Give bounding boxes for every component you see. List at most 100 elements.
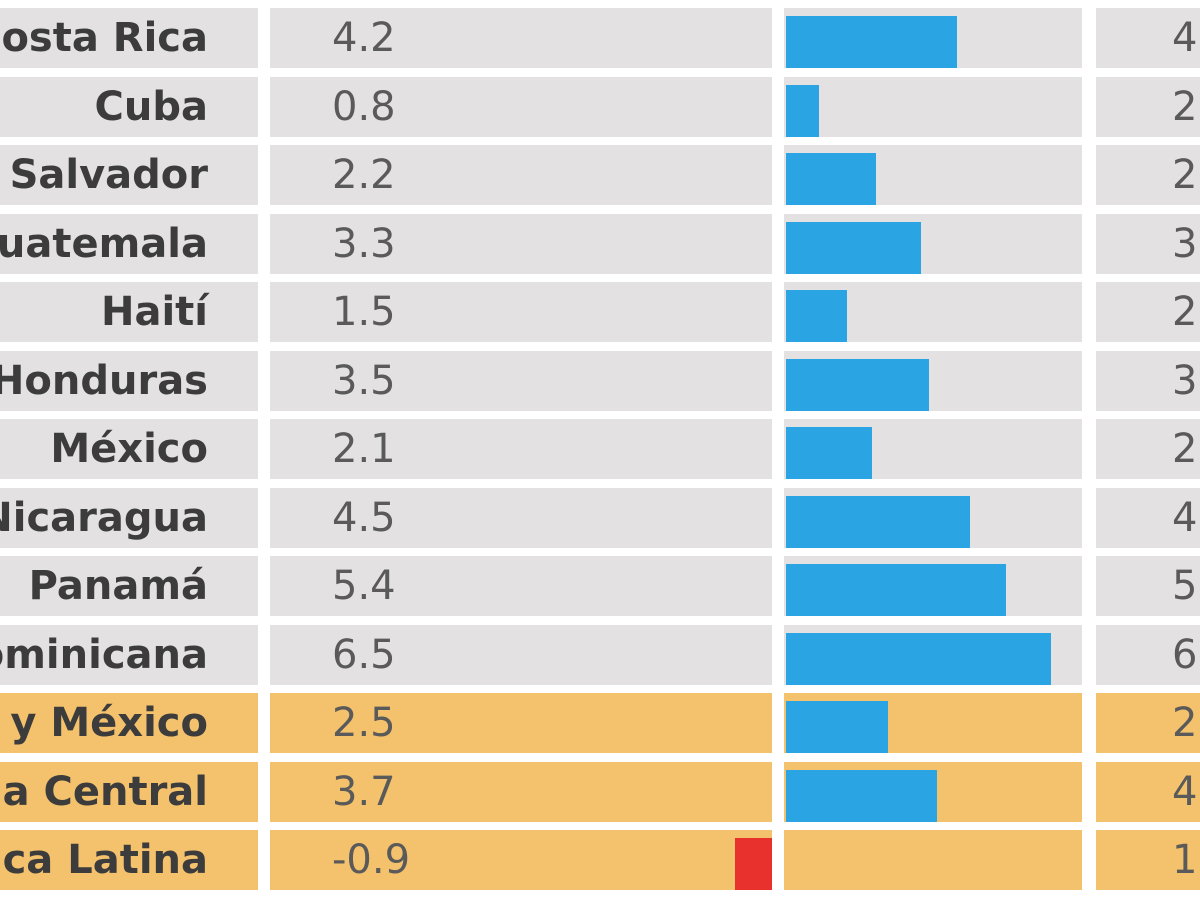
next-column-label: 1: [1172, 837, 1198, 883]
country-label: Honduras: [0, 357, 208, 404]
next-column-label: 2: [1172, 152, 1198, 198]
next-column-cell: 2: [1096, 76, 1200, 137]
growth-bar: [786, 153, 876, 205]
bar-track: [784, 830, 1082, 890]
country-name-cell: Nicaragua: [0, 487, 258, 548]
next-column-cell: 2: [1096, 693, 1200, 753]
country-label: Nicaragua: [0, 494, 208, 541]
next-column-cell: 2: [1096, 145, 1200, 205]
country-name-cell: ominicana: [0, 624, 258, 685]
value-cell: 6.5: [270, 624, 772, 685]
country-name-cell: Cuba: [0, 76, 258, 137]
growth-bar: [786, 701, 888, 753]
growth-bar: [786, 632, 1052, 685]
country-name-cell: Honduras: [0, 350, 258, 411]
value-cell: 4.5: [270, 487, 772, 548]
value-label: 0.8: [332, 83, 396, 130]
country-label: México: [50, 426, 208, 472]
table-row: l Salvador 2.2 2: [0, 145, 1200, 205]
next-column-label: 4: [1172, 494, 1198, 541]
next-column-label: 3: [1172, 220, 1198, 267]
value-label: 1.5: [332, 289, 396, 335]
value-label: 3.3: [332, 220, 396, 267]
next-column-label: 3: [1172, 357, 1198, 404]
table-row: l y México 2.5 2: [0, 693, 1200, 753]
country-name-cell: México: [0, 419, 258, 479]
value-label: 5.4: [332, 563, 396, 609]
country-name-cell: ica Latina: [0, 830, 258, 890]
next-column-cell: 4: [1096, 487, 1200, 548]
value-cell: 2.2: [270, 145, 772, 205]
country-name-cell: ca Central: [0, 761, 258, 822]
value-cell: 2.1: [270, 419, 772, 479]
table-row: Panamá 5.4 5: [0, 556, 1200, 616]
growth-bar: [786, 358, 929, 411]
next-column-label: 2: [1172, 83, 1198, 130]
table-row: Costa Rica 4.2 4: [0, 8, 1200, 68]
table-row: ominicana 6.5 6: [0, 624, 1200, 685]
next-column-label: 2: [1172, 426, 1198, 472]
country-label: Cuba: [94, 83, 208, 130]
next-column-cell: 1: [1096, 830, 1200, 890]
value-cell: 3.5: [270, 350, 772, 411]
next-column-label: 2: [1172, 289, 1198, 335]
growth-bar: [786, 16, 958, 68]
value-label: 2.5: [332, 700, 396, 746]
next-column-label: 2: [1172, 700, 1198, 746]
value-label: 3.5: [332, 357, 396, 404]
table-row: Haití 1.5 2: [0, 282, 1200, 342]
value-cell: 0.8: [270, 76, 772, 137]
value-cell: 3.7: [270, 761, 772, 822]
country-label: Costa Rica: [0, 15, 208, 61]
country-label: l Salvador: [0, 152, 208, 198]
value-cell: 4.2: [270, 8, 772, 68]
growth-bar: [786, 564, 1007, 616]
value-label: 3.7: [332, 768, 396, 815]
next-column-cell: 4: [1096, 8, 1200, 68]
bar-track: [784, 76, 1082, 137]
next-column-cell: 3: [1096, 213, 1200, 274]
value-label: 4.2: [332, 15, 396, 61]
next-column-cell: 5: [1096, 556, 1200, 616]
value-cell: 1.5: [270, 282, 772, 342]
country-label: ominicana: [0, 631, 208, 678]
country-label: Panamá: [28, 563, 208, 609]
value-cell: 2.5: [270, 693, 772, 753]
value-cell: -0.9: [270, 830, 772, 890]
table-row: ica Latina -0.9 1: [0, 830, 1200, 890]
table-row: Honduras 3.5 3: [0, 350, 1200, 411]
value-cell: 5.4: [270, 556, 772, 616]
table-row: Nicaragua 4.5 4: [0, 487, 1200, 548]
growth-bar: [786, 84, 819, 137]
value-label: -0.9: [332, 837, 411, 883]
next-column-cell: 6: [1096, 624, 1200, 685]
country-label: l y México: [0, 700, 208, 746]
country-name-cell: Panamá: [0, 556, 258, 616]
next-column-label: 4: [1172, 768, 1198, 815]
next-column-cell: 3: [1096, 350, 1200, 411]
growth-bar: [786, 221, 921, 274]
country-name-cell: Costa Rica: [0, 8, 258, 68]
country-label: ica Latina: [0, 837, 208, 883]
country-label: uatemala: [0, 220, 208, 267]
country-name-cell: l y México: [0, 693, 258, 753]
value-label: 2.2: [332, 152, 396, 198]
value-label: 2.1: [332, 426, 396, 472]
next-column-cell: 2: [1096, 282, 1200, 342]
growth-bar: [786, 769, 937, 822]
table-row: uatemala 3.3 3: [0, 213, 1200, 274]
value-cell: 3.3: [270, 213, 772, 274]
value-label: 6.5: [332, 631, 396, 678]
country-name-cell: Haití: [0, 282, 258, 342]
value-label: 4.5: [332, 494, 396, 541]
negative-growth-bar: [735, 838, 772, 890]
growth-bar: [786, 427, 872, 479]
country-name-cell: l Salvador: [0, 145, 258, 205]
next-column-label: 4: [1172, 15, 1198, 61]
country-label: Haití: [100, 289, 208, 335]
table-row: México 2.1 2: [0, 419, 1200, 479]
table-row: Cuba 0.8 2: [0, 76, 1200, 137]
table-row: ca Central 3.7 4: [0, 761, 1200, 822]
growth-bar: [786, 495, 970, 548]
